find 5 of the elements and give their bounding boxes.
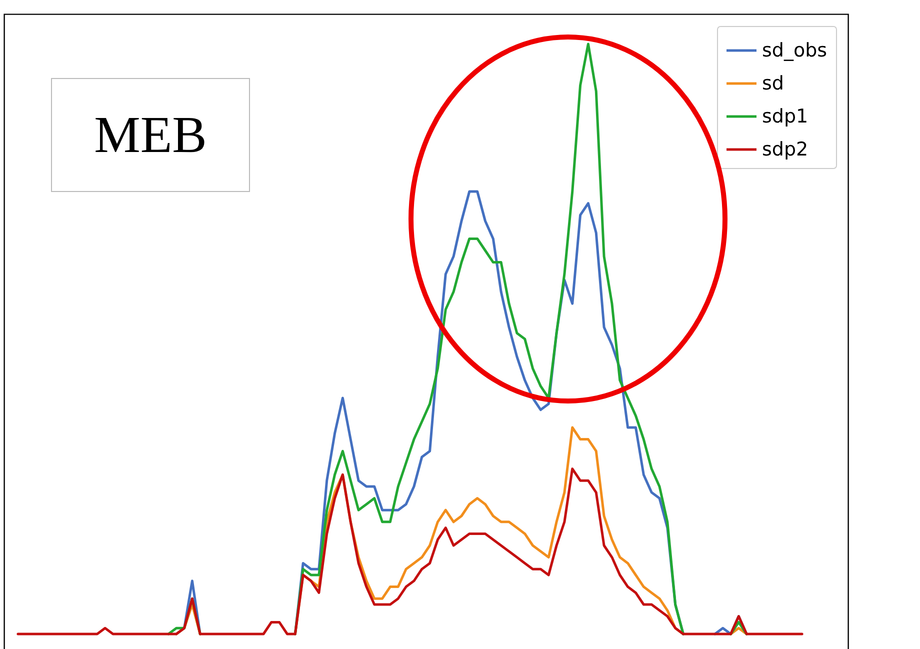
annotation: MEB: [51, 78, 250, 192]
legend-label: sdp1: [762, 106, 808, 128]
legend-label: sdp2: [762, 138, 808, 160]
legend-label: sd: [762, 72, 784, 94]
legend-label: sd_obs: [762, 40, 828, 62]
